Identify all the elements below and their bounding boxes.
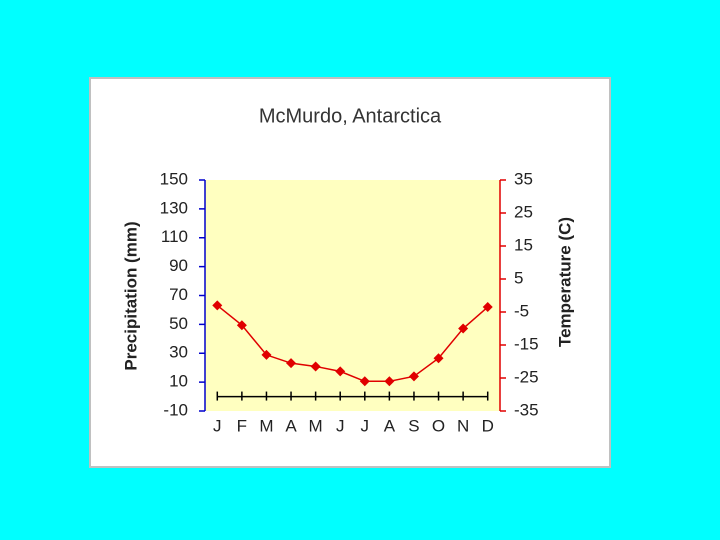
data-point: [458, 323, 469, 334]
data-point: [212, 300, 223, 311]
x-tick-label: F: [237, 416, 247, 435]
data-point: [384, 376, 395, 387]
x-tick-label: J: [213, 416, 222, 435]
y2-tick-label: 35: [514, 169, 533, 188]
x-tick-label: J: [361, 416, 370, 435]
y2-tick-label: -25: [514, 367, 539, 386]
y-tick-label: 130: [160, 198, 188, 217]
y-tick-label: 30: [169, 343, 188, 362]
x-tick-label: A: [384, 416, 396, 435]
plot-area: [205, 180, 500, 411]
data-point: [335, 366, 346, 377]
x-tick-label: O: [432, 416, 445, 435]
x-tick-label: M: [259, 416, 273, 435]
y2-tick-label: -15: [514, 334, 539, 353]
y2-tick-label: -5: [514, 301, 529, 320]
y-tick-label: 90: [169, 256, 188, 275]
data-point: [236, 320, 247, 331]
chart-title: McMurdo, Antarctica: [259, 105, 442, 127]
y-axis-title: Precipitation (mm): [121, 221, 140, 370]
data-point: [482, 302, 493, 313]
data-point: [261, 349, 272, 360]
data-point: [359, 376, 370, 387]
data-line: [216, 304, 489, 383]
y2-tick-label: -35: [514, 400, 539, 419]
y2-tick-label: 15: [514, 235, 533, 254]
y-tick-label: -10: [163, 400, 188, 419]
x-tick-label: M: [309, 416, 323, 435]
y2-tick-label: 5: [514, 268, 523, 287]
y-tick-label: 110: [161, 227, 188, 246]
x-tick-label: A: [285, 416, 297, 435]
data-point: [310, 361, 321, 372]
y2-tick-label: 25: [514, 202, 533, 221]
y-tick-label: 70: [169, 285, 188, 304]
data-point: [433, 353, 444, 364]
y2-axis-title: Temperature (C): [555, 217, 574, 347]
x-tick-label: J: [336, 416, 345, 435]
x-tick-label: S: [408, 416, 419, 435]
y-tick-label: 50: [169, 314, 188, 333]
data-point: [408, 371, 419, 382]
y-tick-label: 10: [169, 372, 188, 391]
x-tick-label: D: [482, 416, 494, 435]
data-point: [286, 358, 297, 369]
x-tick-label: N: [457, 416, 469, 435]
y-tick-label: 150: [160, 169, 188, 188]
